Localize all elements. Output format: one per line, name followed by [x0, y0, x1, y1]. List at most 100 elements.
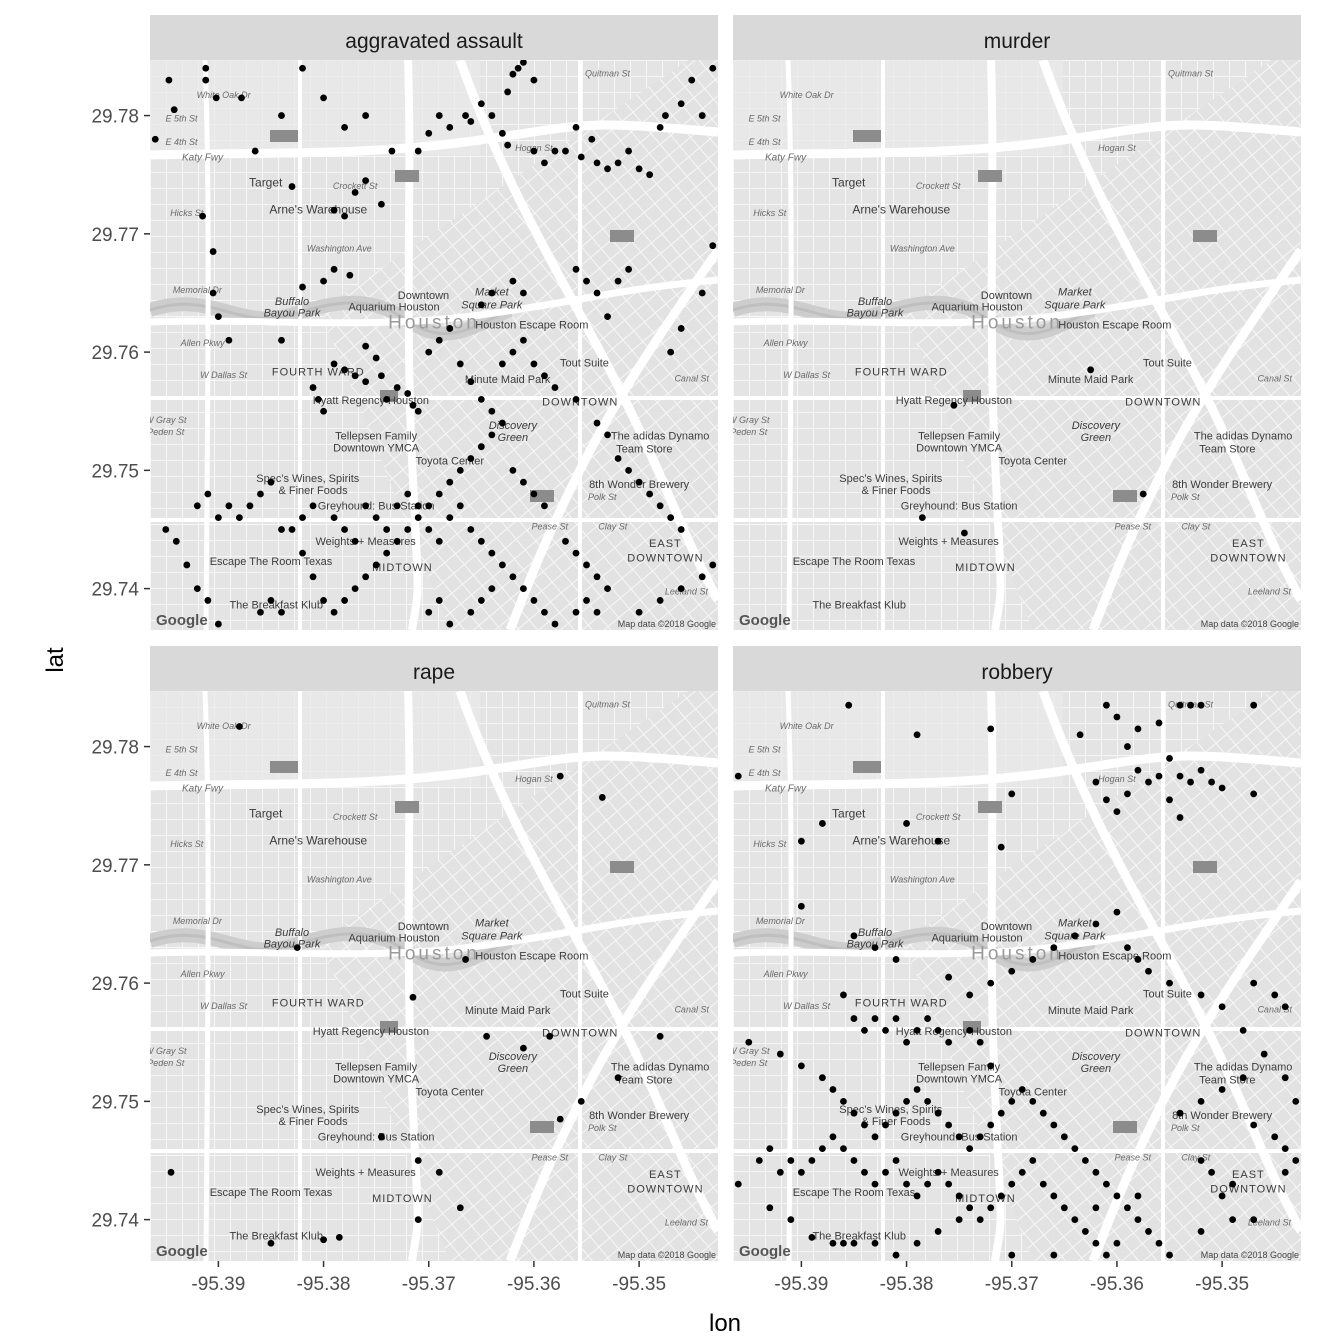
data-point [987, 725, 995, 733]
data-point [955, 1216, 963, 1224]
data-point [583, 277, 590, 285]
data-point [1092, 778, 1100, 786]
facet-panel: rape Houston FOURTH WARD DOWNTOWN MIDTOWN EA… [145, 646, 718, 1261]
x-tick-label: -95.36 [507, 1274, 561, 1295]
map-label: Houston [971, 943, 1063, 964]
map-label: Buffalo [275, 296, 309, 308]
data-point [278, 336, 285, 344]
map-label: Peden St [730, 427, 768, 437]
data-point [903, 1038, 910, 1046]
data-point [556, 1115, 564, 1123]
data-point [966, 991, 974, 999]
data-point [1250, 790, 1258, 798]
data-point [1103, 1251, 1110, 1259]
data-point [755, 1157, 763, 1164]
map-label: Katy Fwy [182, 153, 224, 164]
map-label: Target [249, 176, 283, 190]
data-point [1060, 1204, 1068, 1212]
data-point [955, 1133, 963, 1141]
data-point [509, 348, 517, 356]
map-label: Katy Fwy [182, 784, 224, 795]
data-point [734, 772, 742, 780]
data-point [1113, 1239, 1121, 1247]
data-point [246, 502, 254, 510]
data-point [871, 1239, 879, 1247]
data-point [372, 561, 380, 569]
y-tick-label: 29.74 [91, 580, 139, 601]
data-point [945, 1121, 953, 1129]
data-point [320, 407, 327, 415]
data-point [393, 537, 401, 545]
map-label: Buffalo [858, 296, 892, 308]
map-label: Downtown YMCA [916, 1073, 1003, 1085]
data-point [251, 147, 259, 155]
map-label: Allen Pkwy [763, 969, 809, 979]
map-label: W Gray St [145, 1046, 187, 1056]
map-label: Allen Pkwy [763, 338, 809, 348]
data-point [1208, 778, 1215, 786]
data-point [797, 902, 805, 910]
data-point [1155, 1239, 1163, 1247]
data-point [530, 597, 538, 604]
data-point [435, 537, 443, 545]
data-point [467, 526, 475, 533]
data-point [488, 549, 496, 557]
data-point [225, 502, 233, 510]
map-label: 8th Wonder Brewery [1172, 1110, 1273, 1122]
data-point [1092, 920, 1100, 928]
map-label: Hicks St [753, 208, 787, 218]
map-label: W Dallas St [783, 1001, 831, 1011]
data-point [840, 1239, 847, 1247]
map-label: The Breakfast Klub [229, 600, 323, 612]
map-label: Pease St [1114, 1152, 1151, 1162]
data-point [572, 395, 580, 403]
map-label: Green [498, 1063, 529, 1075]
map-label: Hicks St [753, 839, 787, 849]
data-point [1281, 1145, 1289, 1153]
data-point [677, 100, 685, 108]
map-label: Downtown YMCA [333, 1073, 420, 1085]
data-point [745, 1038, 753, 1046]
map-label: FOURTH WARD [855, 998, 948, 1010]
data-point [435, 490, 443, 498]
map-label: Pease St [1114, 521, 1151, 531]
data-point [562, 537, 569, 545]
data-point [1103, 1180, 1110, 1188]
map-label: DOWNTOWN [1210, 552, 1286, 564]
map-label: W Dallas St [200, 370, 248, 380]
data-point [1134, 1216, 1142, 1224]
facet-strip [733, 15, 1301, 60]
data-point [1008, 1097, 1016, 1105]
map-label: W Dallas St [783, 370, 831, 380]
data-point [1187, 701, 1194, 709]
data-point [819, 820, 826, 827]
map-label: Square Park [461, 299, 523, 311]
panel-area: Houston FOURTH WARD DOWNTOWN MIDTOWN EAST DOW… [733, 691, 1301, 1261]
data-point [677, 585, 685, 593]
map-label: Team Store [1199, 1075, 1255, 1087]
data-point [572, 608, 580, 616]
data-point [414, 1216, 422, 1224]
map-label: White Oak Dr [780, 721, 835, 731]
map-label: MIDTOWN [955, 562, 1016, 574]
data-point [509, 70, 517, 78]
data-point [462, 956, 469, 963]
data-point [976, 1216, 984, 1224]
data-point [577, 1097, 585, 1105]
data-point [551, 147, 559, 155]
data-point [776, 1050, 784, 1058]
data-point [987, 1062, 995, 1070]
data-point [918, 514, 926, 522]
data-point [625, 147, 632, 155]
data-point [840, 1097, 847, 1105]
map-label: DOWNTOWN [627, 1183, 703, 1195]
data-point [1103, 701, 1110, 709]
data-point [1124, 1204, 1131, 1212]
data-point [477, 537, 485, 545]
data-point [1250, 1121, 1258, 1129]
data-point [614, 1074, 622, 1082]
map-label: Houston Escape Room [1058, 319, 1171, 331]
map-label: The Breakfast Klub [812, 1231, 906, 1243]
map-label: Bayou Park [264, 308, 321, 320]
data-point [734, 1180, 742, 1188]
